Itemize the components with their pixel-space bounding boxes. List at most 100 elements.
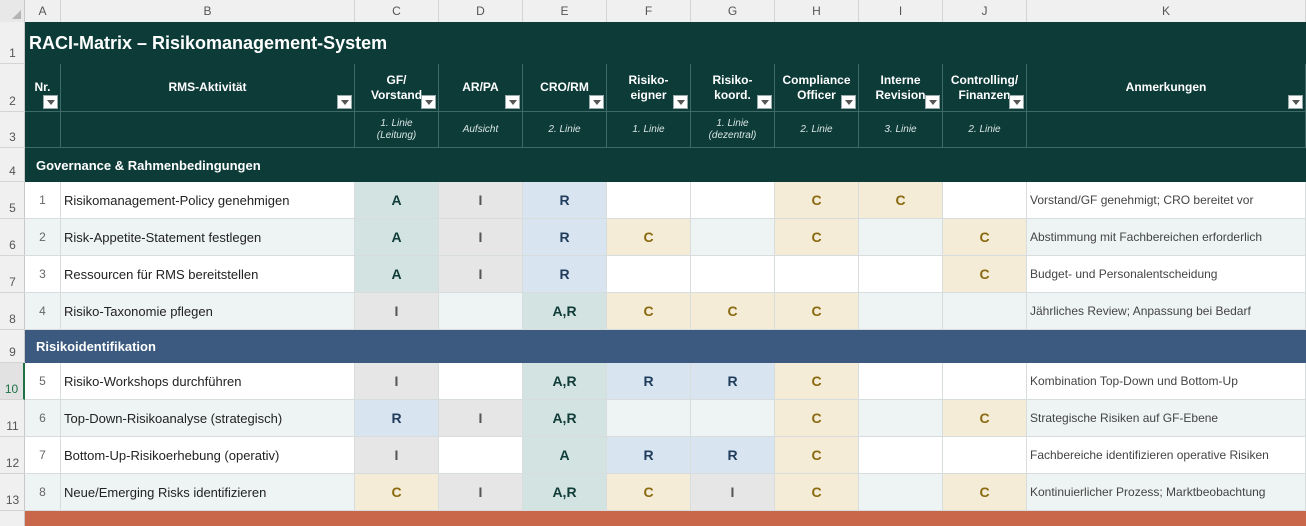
filter-dropdown-icon[interactable]	[925, 95, 940, 109]
note-cell[interactable]: Kombination Top-Down und Bottom-Up	[1027, 363, 1306, 400]
raci-cell[interactable]	[775, 256, 859, 293]
row-header-8[interactable]: 8	[0, 293, 25, 330]
raci-cell[interactable]: I	[439, 474, 523, 511]
select-all-corner[interactable]	[0, 0, 25, 22]
row-number-cell[interactable]: 3	[25, 256, 61, 293]
raci-cell[interactable]	[859, 293, 943, 330]
raci-cell[interactable]: C	[775, 474, 859, 511]
row-header-12[interactable]: 12	[0, 437, 25, 474]
note-cell[interactable]: Vorstand/GF genehmigt; CRO bereitet vor	[1027, 182, 1306, 219]
raci-cell[interactable]: C	[859, 182, 943, 219]
raci-cell[interactable]: C	[775, 293, 859, 330]
raci-cell[interactable]: I	[439, 256, 523, 293]
raci-cell[interactable]	[439, 437, 523, 474]
column-header-k[interactable]: K	[1027, 0, 1306, 22]
raci-cell[interactable]: R	[691, 363, 775, 400]
raci-cell[interactable]: R	[523, 182, 607, 219]
filter-dropdown-icon[interactable]	[589, 95, 604, 109]
column-header-i[interactable]: I	[859, 0, 943, 22]
row-header-6[interactable]: 6	[0, 219, 25, 256]
note-cell[interactable]: Abstimmung mit Fachbereichen erforderlic…	[1027, 219, 1306, 256]
raci-cell[interactable]	[859, 400, 943, 437]
header-cell[interactable]: CRO/RM	[523, 64, 607, 112]
note-cell[interactable]: Budget- und Personalentscheidung	[1027, 256, 1306, 293]
raci-cell[interactable]: C	[943, 256, 1027, 293]
raci-cell[interactable]: A,R	[523, 293, 607, 330]
spreadsheet-grid[interactable]: RACI-Matrix – Risikomanagement-System Nr.…	[25, 22, 1306, 526]
column-header-h[interactable]: H	[775, 0, 859, 22]
raci-cell[interactable]: C	[607, 219, 691, 256]
raci-cell[interactable]: A	[355, 219, 439, 256]
note-cell[interactable]: Fachbereiche identifizieren operative Ri…	[1027, 437, 1306, 474]
filter-dropdown-icon[interactable]	[421, 95, 436, 109]
column-header-g[interactable]: G	[691, 0, 775, 22]
raci-cell[interactable]: A	[355, 182, 439, 219]
raci-cell[interactable]: R	[523, 256, 607, 293]
raci-cell[interactable]	[607, 182, 691, 219]
column-header-e[interactable]: E	[523, 0, 607, 22]
header-cell[interactable]: Risiko-koord.	[691, 64, 775, 112]
filter-dropdown-icon[interactable]	[1009, 95, 1024, 109]
row-number-cell[interactable]: 8	[25, 474, 61, 511]
raci-cell[interactable]	[859, 437, 943, 474]
row-number-cell[interactable]: 1	[25, 182, 61, 219]
raci-cell[interactable]	[943, 437, 1027, 474]
raci-cell[interactable]	[607, 400, 691, 437]
raci-cell[interactable]: I	[439, 182, 523, 219]
raci-cell[interactable]	[691, 182, 775, 219]
note-cell[interactable]: Kontinuierlicher Prozess; Marktbeobachtu…	[1027, 474, 1306, 511]
column-header-a[interactable]: A	[25, 0, 61, 22]
filter-dropdown-icon[interactable]	[841, 95, 856, 109]
raci-cell[interactable]: A	[355, 256, 439, 293]
raci-cell[interactable]	[439, 293, 523, 330]
row-header-11[interactable]: 11	[0, 400, 25, 437]
header-cell[interactable]: Interne Revision	[859, 64, 943, 112]
header-cell[interactable]: Anmerkungen	[1027, 64, 1306, 112]
raci-cell[interactable]: I	[355, 437, 439, 474]
activity-cell[interactable]: Ressourcen für RMS bereitstellen	[61, 256, 355, 293]
raci-cell[interactable]: R	[607, 363, 691, 400]
header-cell[interactable]: AR/PA	[439, 64, 523, 112]
raci-cell[interactable]	[943, 182, 1027, 219]
row-number-cell[interactable]: 4	[25, 293, 61, 330]
raci-cell[interactable]	[859, 219, 943, 256]
raci-cell[interactable]: A,R	[523, 363, 607, 400]
raci-cell[interactable]	[439, 363, 523, 400]
header-cell[interactable]: Controlling/Finanzen	[943, 64, 1027, 112]
row-header-4[interactable]: 4	[0, 148, 25, 182]
raci-cell[interactable]	[943, 363, 1027, 400]
raci-cell[interactable]: R	[523, 219, 607, 256]
raci-cell[interactable]: C	[355, 474, 439, 511]
raci-cell[interactable]: I	[439, 219, 523, 256]
row-header-5[interactable]: 5	[0, 182, 25, 219]
row-header-1[interactable]: 1	[0, 22, 25, 64]
row-header-7[interactable]: 7	[0, 256, 25, 293]
header-cell[interactable]: Compliance Officer	[775, 64, 859, 112]
raci-cell[interactable]	[859, 256, 943, 293]
raci-cell[interactable]: R	[607, 437, 691, 474]
filter-dropdown-icon[interactable]	[337, 95, 352, 109]
header-cell[interactable]: Nr.	[25, 64, 61, 112]
activity-cell[interactable]: Risiko-Taxonomie pflegen	[61, 293, 355, 330]
activity-cell[interactable]: Neue/Emerging Risks identifizieren	[61, 474, 355, 511]
raci-cell[interactable]: C	[775, 400, 859, 437]
raci-cell[interactable]: C	[943, 400, 1027, 437]
row-header-2[interactable]: 2	[0, 64, 25, 112]
raci-cell[interactable]: A	[523, 437, 607, 474]
header-cell[interactable]: RMS-Aktivität	[61, 64, 355, 112]
column-header-b[interactable]: B	[61, 0, 355, 22]
raci-cell[interactable]: C	[607, 293, 691, 330]
note-cell[interactable]: Strategische Risiken auf GF-Ebene	[1027, 400, 1306, 437]
raci-cell[interactable]: A,R	[523, 474, 607, 511]
raci-cell[interactable]	[691, 400, 775, 437]
filter-dropdown-icon[interactable]	[1288, 95, 1303, 109]
column-header-j[interactable]: J	[943, 0, 1027, 22]
raci-cell[interactable]: C	[607, 474, 691, 511]
row-number-cell[interactable]: 7	[25, 437, 61, 474]
row-number-cell[interactable]: 6	[25, 400, 61, 437]
raci-cell[interactable]: C	[691, 293, 775, 330]
raci-cell[interactable]: I	[439, 400, 523, 437]
filter-dropdown-icon[interactable]	[505, 95, 520, 109]
row-header-9[interactable]: 9	[0, 330, 25, 363]
column-header-c[interactable]: C	[355, 0, 439, 22]
